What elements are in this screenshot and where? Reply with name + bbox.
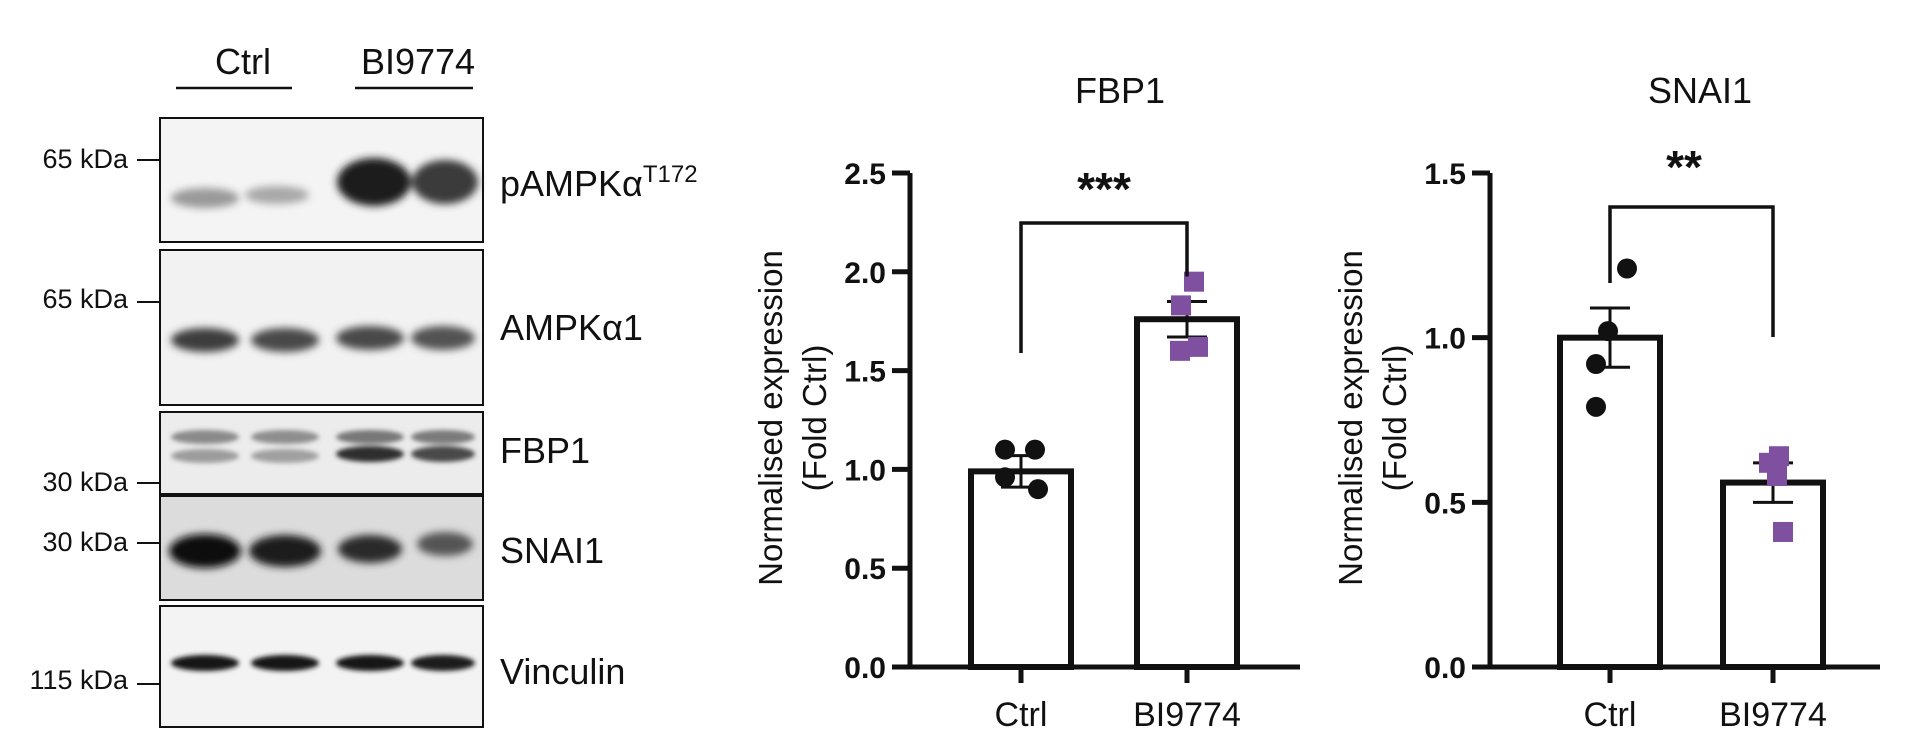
y-axis-label-line1: Normalised expression (1332, 250, 1369, 586)
x-tick-label-ctrl: Ctrl (1584, 696, 1637, 734)
bar-bi9774 (1720, 479, 1826, 670)
significance-bracket (1019, 221, 1189, 353)
protein-label-pampk: pAMPKαT172 (500, 161, 698, 204)
y-tick-label: 0.5 (1424, 487, 1466, 520)
y-tick-label: 0.0 (844, 652, 886, 685)
y-tick-label: 1.0 (844, 454, 886, 487)
band-fbp1-lower-lane4 (411, 446, 475, 462)
band-fbp1-lower-lane2 (251, 449, 319, 463)
protein-label-ampk: AMPKα1 (500, 307, 643, 348)
bar-ctrl (968, 468, 1074, 670)
x-tick-label-bi9774: BI9774 (1133, 696, 1241, 734)
y-tick-label: 1.5 (844, 356, 886, 389)
data-point-bi9774 (1171, 295, 1191, 316)
data-point-bi9774 (1188, 336, 1208, 357)
mw-marker-fbp1: 30 kDa (42, 467, 129, 497)
data-point-bi9774 (1184, 271, 1204, 292)
data-point-ctrl (1598, 321, 1618, 342)
band-fbp1-upper-lane2 (251, 430, 319, 444)
y-tick-label: 1.5 (1424, 158, 1466, 191)
y-axis-ticks: 0.0 0.5 1.0 1.5 2.0 2.5 (844, 158, 910, 685)
data-point-bi9774 (1773, 521, 1793, 542)
band-snai1-lane4 (417, 532, 473, 556)
snai1-chart: SNAI1 Normalised expression (Fold Ctrl) … (1332, 70, 1880, 734)
y-tick-label: 2.5 (844, 158, 886, 191)
data-point-ctrl (1617, 258, 1637, 279)
western-blot: Ctrl BI9774 (29, 41, 698, 728)
x-tick-label-bi9774: BI9774 (1719, 696, 1827, 734)
group-label-ctrl: Ctrl (215, 41, 271, 82)
significance-label: *** (1077, 163, 1131, 215)
bar-ctrl (1557, 334, 1663, 670)
protein-label-fbp1: FBP1 (500, 430, 590, 471)
band-fbp1-upper-lane4 (411, 430, 475, 444)
data-point-ctrl (995, 467, 1015, 488)
significance-bracket (1608, 205, 1775, 337)
chart-marks (1487, 173, 1880, 683)
data-point-ctrl (1025, 439, 1045, 460)
y-axis-label-line2: (Fold Ctrl) (796, 345, 833, 492)
band-fbp1-lower-lane3 (336, 446, 404, 462)
y-axis-label-line1: Normalised expression (752, 250, 789, 586)
chart-title: SNAI1 (1648, 70, 1752, 111)
mw-marker-vinculin: 115 kDa (29, 665, 129, 695)
data-point-bi9774 (1170, 340, 1190, 361)
band-fbp1-lower-lane1 (171, 449, 239, 463)
band-snai1-lane1 (169, 534, 241, 568)
band-vinculin-lane4 (411, 655, 475, 671)
band-snai1-lane3 (338, 535, 402, 563)
band-pampk-lane4 (412, 160, 478, 204)
band-fbp1-upper-lane1 (171, 430, 239, 444)
group-label-bi9774: BI9774 (361, 41, 475, 82)
data-point-ctrl (995, 439, 1015, 460)
band-pampk-lane1 (171, 188, 239, 208)
band-fbp1-upper-lane3 (336, 430, 404, 444)
chart-title: FBP1 (1075, 70, 1165, 111)
y-axis-ticks: 0.0 0.5 1.0 1.5 (1424, 158, 1490, 685)
y-tick-label: 0.0 (1424, 652, 1466, 685)
mw-marker-snai1: 30 kDa (42, 527, 129, 557)
y-axis-label-line2: (Fold Ctrl) (1376, 345, 1413, 492)
significance-label: ** (1666, 141, 1702, 193)
band-ampk-lane1 (171, 328, 239, 352)
band-pampk-lane3 (337, 158, 411, 206)
protein-label-vinculin: Vinculin (500, 651, 625, 692)
y-tick-label: 0.5 (844, 553, 886, 586)
mw-marker-pampk: 65 kDa (42, 144, 129, 174)
chart-marks (907, 173, 1300, 683)
band-vinculin-lane1 (171, 655, 239, 671)
y-tick-label: 1.0 (1424, 323, 1466, 356)
data-point-ctrl (1028, 479, 1048, 500)
data-point-bi9774 (1769, 446, 1789, 467)
mw-marker-ampk: 65 kDa (42, 284, 129, 314)
y-tick-label: 2.0 (844, 257, 886, 290)
band-pampk-lane2 (245, 186, 309, 204)
band-ampk-lane4 (411, 326, 475, 350)
x-tick-label-ctrl: Ctrl (995, 696, 1048, 734)
band-ampk-lane3 (336, 326, 404, 350)
band-snai1-lane2 (249, 535, 321, 567)
bar-bi9774 (1134, 316, 1240, 670)
protein-label-pampk-sup: T172 (643, 161, 698, 188)
band-ampk-lane2 (251, 328, 319, 352)
data-point-ctrl (1586, 354, 1606, 375)
data-point-ctrl (1586, 396, 1606, 417)
protein-label-snai1: SNAI1 (500, 530, 604, 571)
band-vinculin-lane3 (336, 655, 404, 671)
fbp1-chart: FBP1 Normalised expression (Fold Ctrl) 0… (752, 70, 1300, 734)
band-vinculin-lane2 (251, 655, 319, 671)
